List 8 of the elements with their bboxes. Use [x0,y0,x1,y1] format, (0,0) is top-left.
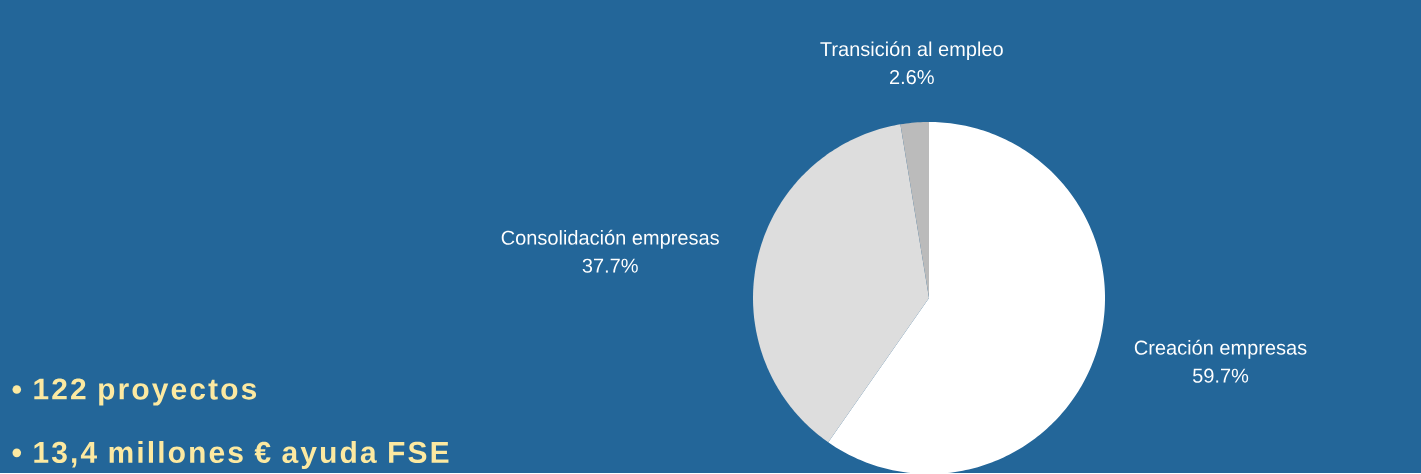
data-label: 37.7% [582,258,638,273]
slice-label: Creación empresas [1134,339,1307,359]
text: • 122 proyectos [12,378,257,406]
data-label: 59.7% [1192,368,1249,383]
data-label: 2.6% [890,70,934,85]
slice-label: Consolidación empresas [501,229,719,249]
slice-label: Transición al empleo [820,41,1003,61]
text: • 13,4 millones € ayuda FSE [12,441,449,469]
